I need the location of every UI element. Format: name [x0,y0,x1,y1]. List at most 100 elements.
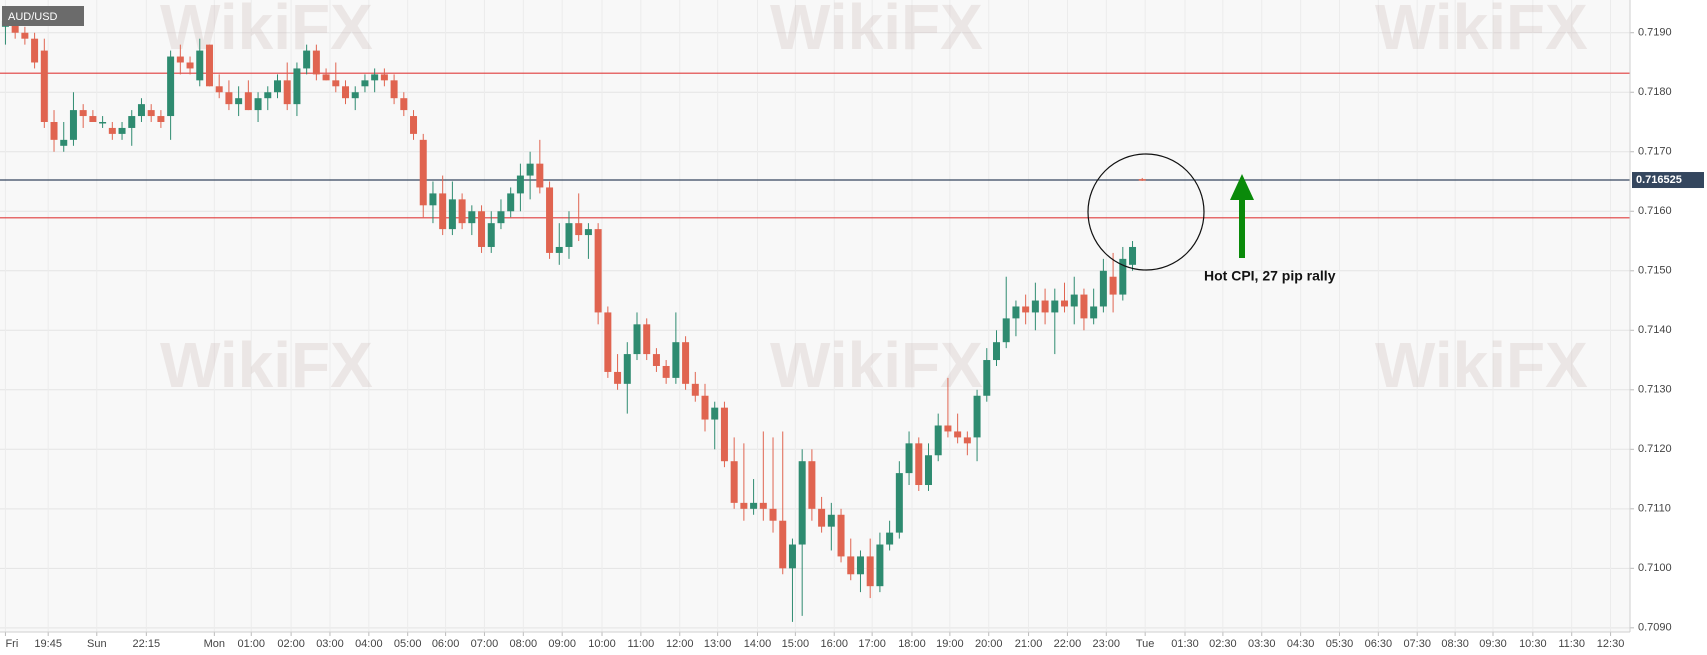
x-tick-label: 11:30 [1558,638,1585,650]
x-tick-label: 08:30 [1441,638,1469,650]
x-tick-label: 06:30 [1365,638,1393,650]
y-tick-label: 0.7160 [1638,205,1672,217]
x-tick-label: 22:00 [1054,638,1082,650]
x-tick-label: 17:00 [858,638,886,650]
candle-body [157,116,165,122]
candle-body [1070,294,1078,307]
candle-body [1119,258,1127,295]
price-label-box [1632,172,1704,189]
candle-body [866,556,874,587]
y-tick-label: 0.7150 [1638,265,1672,277]
candle-body [293,68,301,105]
y-tick-label: 0.7090 [1638,622,1672,634]
candle-body [390,80,398,99]
plot-background [0,0,1630,632]
candle-body [79,110,87,117]
x-tick-label: 14:00 [744,638,772,650]
x-tick-label: Tue [1136,638,1155,650]
watermark: WikiFX [770,329,983,401]
x-tick-label: 11:00 [628,638,655,650]
candle-body [973,395,981,438]
x-tick-label: Sun [87,638,107,650]
candle-body [614,371,622,384]
candle-body [623,354,631,384]
candle-body [273,80,281,93]
watermark: WikiFX [770,0,983,63]
candle-body [244,92,252,111]
arrow-head [1230,174,1254,200]
candle-body [1031,300,1039,313]
watermark: WikiFX [1375,329,1588,401]
x-tick-label: 05:00 [394,638,422,650]
x-tick-label: Mon [204,638,225,650]
candle-body [303,50,311,69]
x-tick-label: 01:30 [1171,638,1199,650]
x-tick-label: 05:30 [1326,638,1354,650]
candle-body [176,56,184,63]
candle-body [759,502,767,509]
candle-body [584,229,592,236]
candle-body [99,121,107,124]
x-tick-label: 18:00 [898,638,926,650]
candle-body [468,211,476,224]
x-tick-label: 10:00 [588,638,616,650]
candle-body [740,502,748,509]
candle-body [235,98,243,105]
candle-body [215,86,223,93]
x-tick-label: 04:30 [1287,638,1315,650]
candle-body [798,461,806,545]
candle-body [1138,179,1146,181]
candle-body [429,193,437,206]
candle-body [380,74,388,81]
candle-body [205,44,213,87]
watermark: WikiFX [1375,0,1588,63]
candle-body [400,98,408,111]
candle-body [992,342,1000,361]
candle-body [342,86,350,99]
axes: 0.7090 0.7100 0.7110 0.7120 0.7130 0.7140 0.71… [4,27,1704,650]
candle-body [371,74,379,81]
candle-body [186,62,194,69]
candle-body [633,324,641,355]
annotation: Hot CPI, 27 pip rally [1204,268,1336,284]
candle-body [954,431,962,438]
y-tick-label: 0.7170 [1638,146,1672,158]
x-tick-label: 12:00 [666,638,694,650]
candle-body [1061,300,1069,307]
candle-body [701,395,709,420]
candle-body [21,32,29,39]
watermarks: WikiFX WikiFX WikiFX WikiFX WikiFX WikiF… [160,0,1588,401]
candle-body [691,383,699,396]
x-tick-label: 22:15 [133,638,161,650]
candle-body [808,461,816,509]
x-tick-label: 23:00 [1093,638,1121,650]
x-tick-label: 04:00 [355,638,383,650]
candle-body [1109,276,1117,295]
candle-body [565,223,573,247]
x-tick-label: 20:00 [975,638,1003,650]
x-tick-label: 06:00 [432,638,460,650]
y-tick-label: 0.7120 [1638,443,1672,455]
candle-body [167,56,175,117]
candle-body [312,50,320,75]
x-tick-label: 13:00 [704,638,732,650]
candle-body [507,193,515,212]
y-tick-label: 0.7190 [1638,27,1672,39]
y-tick-label: 0.7100 [1638,562,1672,574]
candle-body [50,121,58,140]
y-tick-label: 0.7110 [1638,503,1671,515]
candle-body [322,74,330,81]
candle-body [487,223,495,247]
candle-body [108,127,116,134]
x-tick-label: 12:30 [1597,638,1625,650]
levels [0,72,1630,219]
candle-body [769,508,777,521]
candle-body [944,425,952,432]
candle-body [1051,300,1059,313]
x-tick-label: 03:30 [1248,638,1276,650]
candle-body [575,223,583,236]
candle-body [1041,300,1049,313]
candle-body [536,163,544,188]
